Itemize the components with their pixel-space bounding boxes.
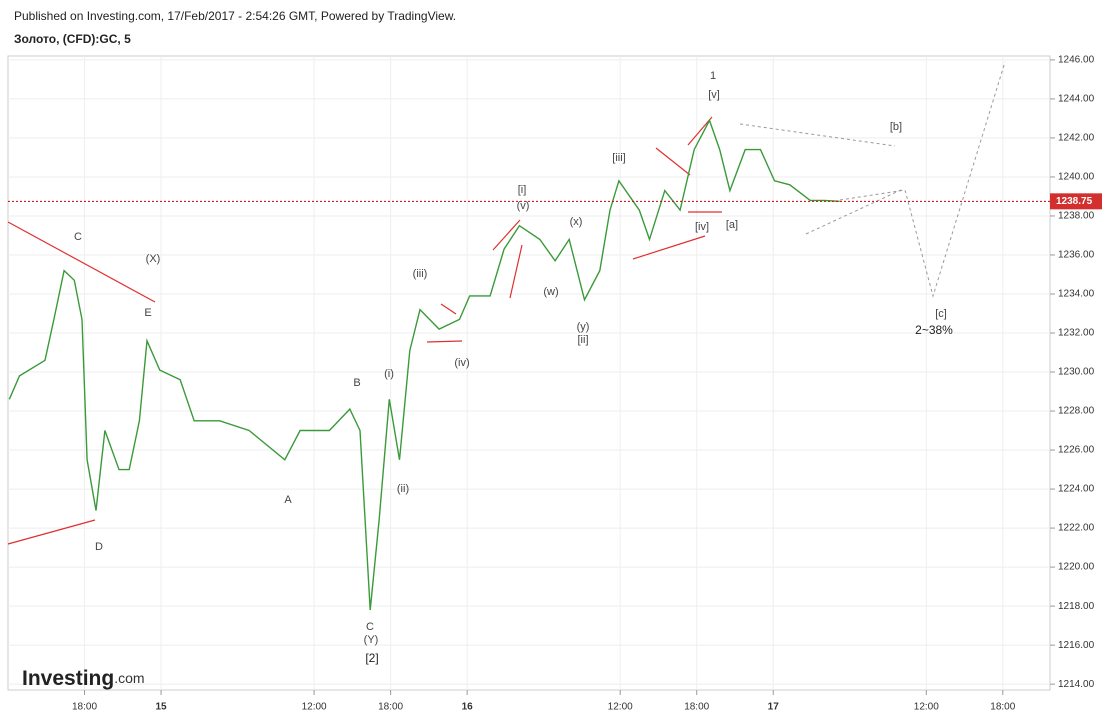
trend-line	[440, 303, 457, 315]
y-tick-label: 1222.00	[1058, 523, 1095, 534]
y-tick-label: 1220.00	[1058, 562, 1095, 573]
y-tick-label: 1232.00	[1058, 328, 1095, 339]
price-line	[8, 118, 840, 611]
y-tick-label: 1238.00	[1058, 211, 1095, 222]
logo-suffix: .com	[114, 670, 144, 686]
trend-line	[632, 235, 706, 260]
grid	[8, 56, 1050, 690]
trend-line	[687, 116, 713, 146]
logo: Investing.com	[22, 667, 145, 690]
projection	[739, 61, 1006, 298]
plot	[8, 118, 840, 611]
trend-line	[7, 519, 96, 545]
wave-label: [i]	[518, 184, 527, 196]
wave-label: [2]	[365, 651, 378, 665]
trend-line	[655, 147, 691, 176]
wave-label: [a]	[726, 219, 738, 231]
trend-lines	[7, 116, 722, 545]
x-tick-label: 18:00	[72, 702, 97, 713]
logo-brand: Investing	[22, 667, 114, 690]
x-tick-label: 16	[462, 702, 474, 713]
trend-line	[426, 340, 463, 343]
projection-line	[739, 123, 896, 147]
trend-line	[7, 221, 156, 303]
wave-label: 2~38%	[915, 323, 953, 337]
wave-label: A	[284, 494, 292, 506]
y-tick-label: 1226.00	[1058, 445, 1095, 456]
wave-label: (iii)	[413, 268, 428, 280]
annotations: C (X) E D A B C (Y) [2] (i) (ii) (iii) (…	[74, 70, 953, 665]
trend-line	[492, 219, 521, 251]
x-tick-label: 12:00	[608, 702, 633, 713]
wave-label: (y)	[577, 321, 590, 333]
symbol: Золото, (CFD):GC, 5	[14, 32, 131, 46]
y-tick-label: 1214.00	[1058, 679, 1095, 690]
x-tick-label: 18:00	[378, 702, 403, 713]
y-tick-label: 1236.00	[1058, 250, 1095, 261]
last-price-label: 1238.75	[1056, 196, 1093, 207]
wave-label: E	[144, 307, 151, 319]
wave-label: [v]	[708, 89, 720, 101]
y-tick-label: 1240.00	[1058, 172, 1095, 183]
published-line: Published on Investing.com, 17/Feb/2017 …	[14, 9, 456, 23]
wave-label: [b]	[890, 121, 902, 133]
wave-label: (x)	[570, 216, 583, 228]
plot-frame	[7, 55, 1051, 691]
wave-label: (ii)	[397, 483, 409, 495]
x-tick-label: 15	[155, 702, 167, 713]
wave-label: (Y)	[364, 634, 379, 646]
wave-label: [ii]	[578, 334, 589, 346]
wave-label: [iii]	[612, 152, 625, 164]
y-tick-label: 1230.00	[1058, 367, 1095, 378]
y-tick-label: 1224.00	[1058, 484, 1095, 495]
y-tick-label: 1218.00	[1058, 601, 1095, 612]
wave-label: C	[366, 621, 374, 633]
wave-label: C	[74, 231, 82, 243]
last-price-box	[1050, 193, 1102, 210]
trend-line	[509, 244, 523, 299]
wave-label: 1	[710, 70, 716, 82]
x-tick-label: 17	[768, 702, 780, 713]
y-tick-label: 1246.00	[1058, 55, 1095, 66]
wave-label: [c]	[935, 308, 947, 320]
x-tick-label: 18:00	[990, 702, 1015, 713]
x-tick-label: 18:00	[684, 702, 709, 713]
wave-label: (i)	[384, 368, 394, 380]
projection-line	[805, 188, 904, 235]
wave-label: B	[353, 377, 360, 389]
y-tick-label: 1234.00	[1058, 289, 1095, 300]
wave-label: (w)	[543, 286, 558, 298]
wave-label: [iv]	[695, 221, 709, 233]
y-tick-label: 1228.00	[1058, 406, 1095, 417]
wave-label: D	[95, 541, 103, 553]
y-tick-label: 1216.00	[1058, 640, 1095, 651]
wave-label: (X)	[146, 253, 161, 265]
wave-label: (iv)	[454, 357, 469, 369]
x-tick-label: 12:00	[914, 702, 939, 713]
wave-label: (v)	[517, 200, 530, 212]
projection-line	[839, 61, 1006, 298]
y-tick-label: 1242.00	[1058, 133, 1095, 144]
y-tick-label: 1244.00	[1058, 94, 1095, 105]
x-tick-label: 12:00	[302, 702, 327, 713]
